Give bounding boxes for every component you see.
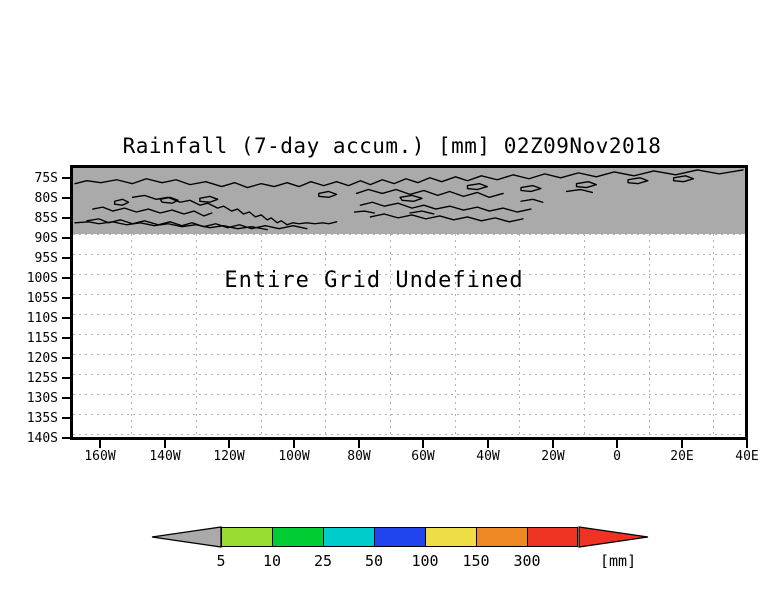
gridline-vertical bbox=[261, 168, 262, 437]
x-tick-label: 160W bbox=[84, 449, 116, 464]
y-tick-label: 110S bbox=[26, 311, 58, 326]
colorbar-tick-label: 10 bbox=[262, 552, 282, 570]
y-tick-mark bbox=[62, 417, 70, 419]
gridline-vertical bbox=[519, 168, 520, 437]
x-tick-mark bbox=[164, 440, 166, 448]
x-tick-label: 60W bbox=[411, 449, 435, 464]
undefined-grid-message: Entire Grid Undefined bbox=[224, 268, 524, 293]
y-tick-mark bbox=[62, 317, 70, 319]
y-tick-label: 85S bbox=[34, 211, 58, 226]
colorbar-under-arrow bbox=[151, 526, 222, 548]
gridline-horizontal bbox=[73, 434, 745, 435]
colorbar[interactable]: 5 10 25 50 100 150 300 [mm] bbox=[0, 520, 784, 580]
x-tick-label: 20W bbox=[541, 449, 565, 464]
colorbar-tick-label: 300 bbox=[513, 552, 541, 570]
colorbar-tick-label: 5 bbox=[216, 552, 226, 570]
y-tick-mark bbox=[62, 437, 70, 439]
y-tick-mark bbox=[62, 397, 70, 399]
x-tick-mark bbox=[293, 440, 295, 448]
gridline-horizontal bbox=[73, 354, 745, 355]
colorbar-segments[interactable] bbox=[221, 527, 578, 547]
x-tick-mark bbox=[487, 440, 489, 448]
y-tick-mark bbox=[62, 277, 70, 279]
y-tick-mark bbox=[62, 217, 70, 219]
y-tick-label: 120S bbox=[26, 351, 58, 366]
colorbar-segment-25[interactable] bbox=[323, 527, 374, 547]
gridline-vertical bbox=[390, 168, 391, 437]
x-tick-label: 40E bbox=[735, 449, 759, 464]
colorbar-tick-label: 50 bbox=[364, 552, 384, 570]
x-tick-label: 120W bbox=[213, 449, 245, 464]
land-mask-region bbox=[73, 168, 745, 234]
y-tick-label: 100S bbox=[26, 271, 58, 286]
gridline-vertical bbox=[584, 168, 585, 437]
colorbar-segment-10[interactable] bbox=[272, 527, 323, 547]
y-tick-mark bbox=[62, 357, 70, 359]
y-tick-mark bbox=[62, 197, 70, 199]
gridline-horizontal bbox=[73, 374, 745, 375]
gridline-horizontal bbox=[73, 314, 745, 315]
gridline-vertical bbox=[131, 168, 132, 437]
x-tick-label: 140W bbox=[149, 449, 181, 464]
y-tick-mark bbox=[62, 177, 70, 179]
gridline-horizontal bbox=[73, 414, 745, 415]
gridline-vertical bbox=[455, 168, 456, 437]
x-tick-mark bbox=[422, 440, 424, 448]
x-tick-label: 100W bbox=[278, 449, 310, 464]
y-tick-mark bbox=[62, 377, 70, 379]
gridline-vertical bbox=[196, 168, 197, 437]
x-tick-label: 80W bbox=[347, 449, 371, 464]
y-tick-mark bbox=[62, 297, 70, 299]
x-tick-mark bbox=[616, 440, 618, 448]
x-tick-mark bbox=[746, 440, 748, 448]
colorbar-segment-300[interactable] bbox=[527, 527, 578, 547]
colorbar-segment-5[interactable] bbox=[221, 527, 272, 547]
colorbar-segment-100[interactable] bbox=[425, 527, 476, 547]
colorbar-over-arrow bbox=[578, 526, 649, 548]
colorbar-segment-50[interactable] bbox=[374, 527, 425, 547]
map-plot-area[interactable]: Entire Grid Undefined bbox=[70, 165, 748, 440]
colorbar-tick-label: 25 bbox=[313, 552, 333, 570]
y-tick-label: 80S bbox=[34, 191, 58, 206]
gridlines bbox=[73, 168, 745, 437]
y-tick-label: 130S bbox=[26, 391, 58, 406]
gridline-vertical bbox=[649, 168, 650, 437]
y-tick-label: 90S bbox=[34, 231, 58, 246]
gridline-horizontal bbox=[73, 234, 745, 235]
x-tick-label: 40W bbox=[476, 449, 500, 464]
y-tick-label: 135S bbox=[26, 411, 58, 426]
x-tick-mark bbox=[552, 440, 554, 448]
y-axis-labels: 75S 80S 85S 90S 95S 100S 105S 110S 115S … bbox=[0, 165, 58, 445]
x-tick-mark bbox=[99, 440, 101, 448]
x-axis-labels: 160W 140W 120W 100W 80W 60W 40W 20W 0 20… bbox=[0, 449, 784, 469]
y-tick-label: 125S bbox=[26, 371, 58, 386]
y-tick-label: 140S bbox=[26, 431, 58, 446]
x-tick-mark bbox=[228, 440, 230, 448]
gridline-horizontal bbox=[73, 294, 745, 295]
y-tick-label: 95S bbox=[34, 251, 58, 266]
colorbar-units-label: [mm] bbox=[600, 552, 637, 570]
x-tick-mark bbox=[358, 440, 360, 448]
gridline-horizontal bbox=[73, 394, 745, 395]
x-tick-mark bbox=[681, 440, 683, 448]
y-tick-label: 115S bbox=[26, 331, 58, 346]
colorbar-segment-150[interactable] bbox=[476, 527, 527, 547]
x-tick-label: 0 bbox=[613, 449, 621, 464]
y-tick-mark bbox=[62, 257, 70, 259]
gridline-horizontal bbox=[73, 254, 745, 255]
colorbar-tick-label: 150 bbox=[462, 552, 490, 570]
colorbar-tick-label: 100 bbox=[411, 552, 439, 570]
gridline-horizontal bbox=[73, 274, 745, 275]
y-tick-mark bbox=[62, 337, 70, 339]
gridline-vertical bbox=[325, 168, 326, 437]
y-tick-mark bbox=[62, 237, 70, 239]
gridline-vertical bbox=[713, 168, 714, 437]
x-tick-label: 20E bbox=[670, 449, 694, 464]
gridline-horizontal bbox=[73, 334, 745, 335]
page-title: Rainfall (7-day accum.) [mm] 02Z09Nov201… bbox=[122, 134, 662, 158]
y-tick-label: 75S bbox=[34, 171, 58, 186]
y-tick-label: 105S bbox=[26, 291, 58, 306]
